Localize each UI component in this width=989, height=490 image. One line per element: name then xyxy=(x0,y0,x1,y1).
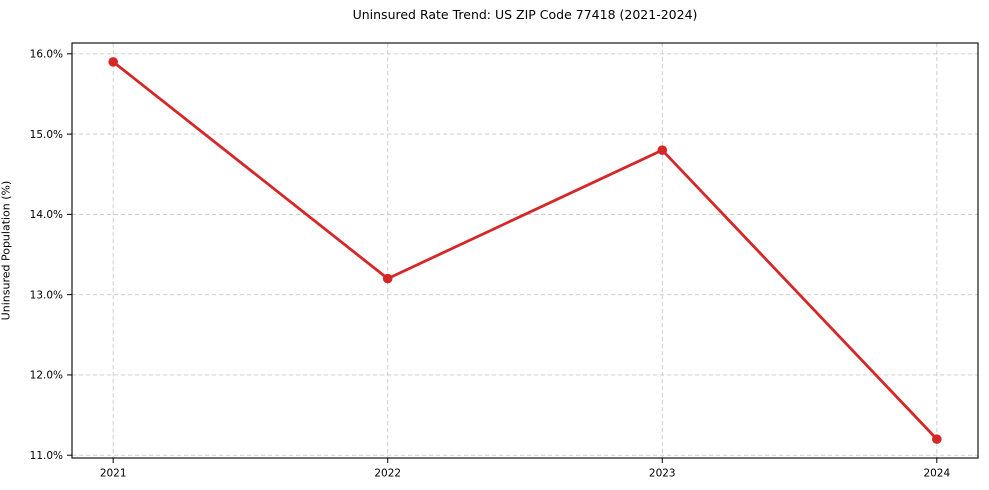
x-tick-label: 2021 xyxy=(100,468,127,480)
chart-title: Uninsured Rate Trend: US ZIP Code 77418 … xyxy=(352,7,698,22)
x-tick-label: 2024 xyxy=(923,468,950,480)
plot-border xyxy=(71,42,979,459)
y-tick-label: 15.0% xyxy=(30,129,63,141)
y-tick-label: 11.0% xyxy=(30,450,63,462)
data-point xyxy=(382,273,393,284)
x-tick-label: 2022 xyxy=(374,468,401,480)
y-tick-label: 14.0% xyxy=(30,209,63,221)
y-tick-label: 13.0% xyxy=(30,289,63,301)
data-point xyxy=(932,434,942,444)
data-point xyxy=(108,57,118,67)
y-tick-label: 16.0% xyxy=(30,49,63,61)
trend-line xyxy=(111,60,939,441)
x-tick-label: 2023 xyxy=(649,468,676,480)
y-tick-label: 12.0% xyxy=(30,370,63,382)
data-point xyxy=(657,145,668,155)
